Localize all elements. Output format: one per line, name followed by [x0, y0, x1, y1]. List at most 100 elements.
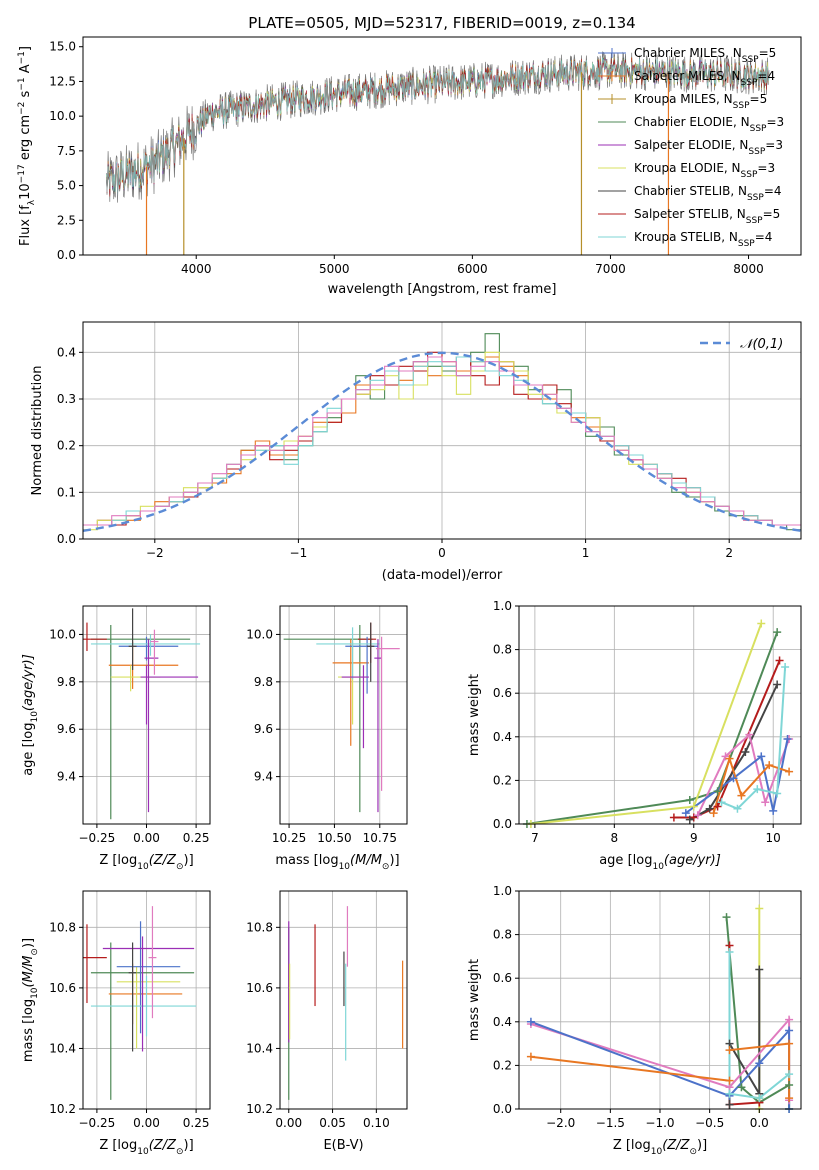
label-part: )] — [21, 938, 36, 948]
label-part: 10 — [339, 862, 351, 872]
y-tick-label: 7.5 — [57, 144, 76, 158]
label-part: )] — [184, 1138, 194, 1153]
errorbar-point — [283, 624, 373, 813]
x-tick-label: 4000 — [181, 262, 212, 276]
label-part: 10 — [30, 987, 40, 999]
label-part: Kroupa MILES, N — [634, 92, 733, 106]
xlabel: age [log10(age/yr)] — [599, 853, 721, 872]
y-tick-label: 0.2 — [57, 439, 76, 453]
errorbar-point — [90, 624, 191, 820]
massweight-vs-age-plot-area — [526, 623, 791, 824]
weight-point-marker — [526, 1017, 535, 1026]
weight-point-marker — [757, 752, 766, 761]
label-part: Z [log — [613, 1138, 651, 1153]
age-vs-mass-panel: 10.25 10.50 10.75 9.4 9.6 9.8 10.0 mass [log10(… — [246, 605, 408, 872]
x-tick-label: 10.25 — [272, 831, 306, 845]
weight-point-marker — [755, 965, 764, 974]
legend-label: Kroupa STELIB, NSSP=4 — [634, 230, 772, 249]
weight-point-marker — [755, 1059, 764, 1068]
weight-point-marker — [785, 1015, 794, 1024]
label-part: −2 — [17, 102, 27, 115]
label-part: Flux [f — [18, 205, 33, 246]
xlabel: Z [log10(Z/Z⊙)] — [613, 1138, 707, 1157]
ylabel: mass weight — [467, 959, 482, 1041]
label-part: (Z/Z — [149, 1138, 177, 1153]
weight-series-line — [530, 623, 763, 824]
age-vs-Z-panel: −0.25 0.00 0.259.49.69.810.0Z [log10(Z/Z⊙)… — [21, 605, 211, 872]
x-tick-label: 10.75 — [363, 831, 397, 845]
weight-point-marker — [713, 802, 722, 811]
weight-point-marker — [783, 734, 792, 743]
axes-frame — [279, 890, 408, 1110]
weight-point-marker — [526, 1052, 535, 1061]
x-tick-label: 10.50 — [317, 831, 351, 845]
weight-point-marker — [722, 913, 731, 922]
weight-point-marker — [709, 809, 718, 818]
y-tick-label: 0.4 — [493, 730, 512, 744]
x-tick-label: 7 — [531, 831, 539, 845]
panels-group: 4000 5000 6000 7000 80000.02.55.07.510.012.5… — [17, 36, 802, 1157]
y-tick-label: 0.4 — [57, 345, 76, 359]
x-tick-label: 0.0 — [750, 1116, 769, 1130]
y-tick-label: 9.8 — [254, 675, 273, 689]
label-part: Salpeter MILES, N — [634, 69, 741, 83]
errorbar-point — [128, 942, 137, 1052]
label-part: (Z/Z — [149, 853, 177, 868]
y-tick-label: 1.0 — [493, 599, 512, 613]
weight-point-marker — [737, 791, 746, 800]
errorbar-point — [102, 936, 195, 1052]
age-vs-mass-plot-area — [283, 622, 400, 813]
errorbar-point — [116, 966, 181, 1049]
weight-series-line — [685, 738, 789, 814]
spectrum-panel: 4000 5000 6000 7000 8000 0.0 2.5 5.0 7.5 10.0 12.5… — [17, 36, 802, 297]
weight-point-marker — [737, 1083, 746, 1092]
weight-point-marker — [669, 813, 678, 822]
weight-point-marker — [781, 663, 790, 672]
legend-entry: Chabrier ELODIE, NSSP=3 — [598, 115, 784, 134]
y-tick-label: 10.0 — [246, 627, 273, 641]
residuals-ylabel: Normed distribution — [30, 366, 45, 496]
x-tick-label: 10 — [766, 831, 781, 845]
label-part: SSP — [741, 170, 758, 180]
errorbar-point — [148, 906, 157, 1019]
weight-point-marker — [745, 730, 754, 739]
weight-point-marker — [753, 785, 762, 794]
weight-point-marker — [729, 774, 738, 783]
label-part: s — [18, 90, 33, 101]
y-tick-label: 0.8 — [493, 928, 512, 942]
y-tick-label: 9.6 — [254, 722, 273, 736]
y-tick-label: 0.3 — [57, 392, 76, 406]
weight-point-marker — [725, 1100, 734, 1109]
legend-label: Salpeter ELODIE, NSSP=3 — [634, 138, 783, 157]
legend-label: Kroupa ELODIE, NSSP=3 — [634, 161, 775, 180]
label-part: SSP — [733, 101, 750, 111]
weight-point-marker — [725, 1089, 734, 1098]
spectrum-ylabel: Flux [fλ10−17 erg cm−2 s−1 A−1] — [17, 46, 37, 246]
y-tick-label: 9.8 — [57, 675, 76, 689]
legend-entry: Kroupa ELODIE, NSSP=3 — [598, 161, 775, 180]
x-tick-label: 7000 — [595, 262, 626, 276]
x-tick-label: 0 — [438, 546, 446, 560]
label-part: erg cm — [18, 115, 33, 164]
label-part: ⊙ — [176, 862, 184, 872]
label-part: =5 — [763, 207, 781, 221]
y-tick-label: 0.8 — [493, 643, 512, 657]
label-part: −1 — [17, 51, 27, 64]
y-tick-label: 10.2 — [246, 1102, 273, 1116]
y-tick-label: 10.8 — [246, 920, 273, 934]
residuals-panel: −2 −1 0 1 2 0.0 0.1 0.2 0.3 0.4 (data-model)/error… — [30, 321, 802, 583]
legend-label: Salpeter MILES, NSSP=4 — [634, 69, 775, 88]
errorbar-point — [110, 665, 161, 692]
x-tick-label: 0.25 — [183, 1116, 210, 1130]
weight-series-line — [689, 684, 779, 821]
weight-point-marker — [757, 619, 766, 628]
legend-entry: Salpeter STELIB, NSSP=5 — [598, 207, 780, 226]
legend-label: Salpeter STELIB, NSSP=5 — [634, 207, 780, 226]
y-tick-label: 1.0 — [493, 884, 512, 898]
label-part: Z [log — [99, 1138, 137, 1153]
label-part: Kroupa ELODIE, N — [634, 161, 741, 175]
label-part: 10 — [651, 1147, 663, 1157]
